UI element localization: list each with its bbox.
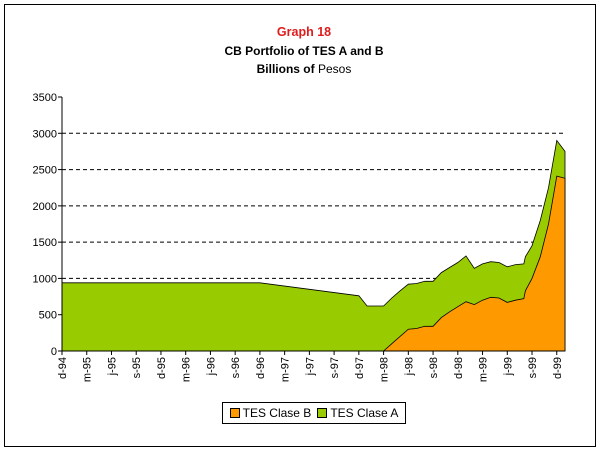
y-tick-label: 3000 bbox=[33, 128, 57, 140]
chart-legend: TES Clase B TES Clase A bbox=[222, 402, 406, 424]
y-tick-label: 2500 bbox=[33, 165, 57, 177]
x-tick-label: j-97 bbox=[304, 357, 316, 376]
chart-title: Graph 18 bbox=[276, 25, 332, 39]
area-tes-clase-b bbox=[62, 175, 566, 352]
area-tes-clase-a bbox=[61, 139, 566, 352]
units-bold: Billions of bbox=[256, 62, 315, 76]
legend-swatch-tes-b bbox=[229, 408, 240, 418]
x-tick-label: j-98 bbox=[403, 357, 415, 376]
chart-units: Billions of Pesos bbox=[0, 62, 608, 76]
x-tick-label: j-99 bbox=[502, 357, 514, 376]
x-tick-label: m-97 bbox=[280, 357, 292, 382]
x-tick-label: s-99 bbox=[527, 357, 539, 378]
x-tick-label: s-95 bbox=[131, 357, 143, 378]
x-tick-label: m-99 bbox=[478, 357, 490, 382]
y-tick-label: 1000 bbox=[33, 273, 57, 285]
y-tick-label: 500 bbox=[39, 310, 57, 322]
legend-label-tes-b: TES Clase B bbox=[242, 406, 312, 420]
x-tick-label: s-97 bbox=[329, 357, 341, 378]
x-tick-label: d-98 bbox=[453, 357, 465, 379]
y-tick-label: 2000 bbox=[33, 201, 57, 213]
x-tick-label: d-95 bbox=[156, 357, 168, 379]
y-tick-label: 0 bbox=[51, 346, 57, 358]
x-tick-label: j-95 bbox=[106, 357, 118, 376]
legend-item-tes-b: TES Clase B bbox=[229, 406, 312, 420]
x-tick-label: s-96 bbox=[230, 357, 242, 378]
x-tick-label: s-98 bbox=[428, 357, 440, 378]
y-tick-label: 1500 bbox=[33, 237, 57, 249]
legend-item-tes-a: TES Clase A bbox=[317, 406, 398, 420]
x-tick-label: j-96 bbox=[205, 357, 217, 376]
legend-label-tes-a: TES Clase A bbox=[330, 406, 399, 420]
x-tick-label: m-95 bbox=[82, 357, 94, 382]
x-tick-label: m-96 bbox=[181, 357, 193, 382]
units-plain: Pesos bbox=[317, 62, 352, 76]
chart-subtitle: CB Portfolio of TES A and B bbox=[224, 44, 384, 58]
x-tick-label: d-99 bbox=[552, 357, 564, 379]
y-tick-label: 3500 bbox=[33, 92, 57, 104]
x-tick-label: d-96 bbox=[255, 357, 267, 379]
x-tick-label: d-94 bbox=[57, 357, 69, 379]
x-tick-label: d-97 bbox=[354, 357, 366, 379]
legend-swatch-tes-a bbox=[317, 408, 328, 418]
x-tick-label: m-98 bbox=[379, 357, 391, 382]
